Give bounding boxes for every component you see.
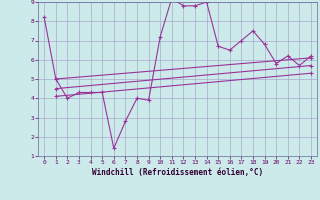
X-axis label: Windchill (Refroidissement éolien,°C): Windchill (Refroidissement éolien,°C) [92, 168, 263, 177]
